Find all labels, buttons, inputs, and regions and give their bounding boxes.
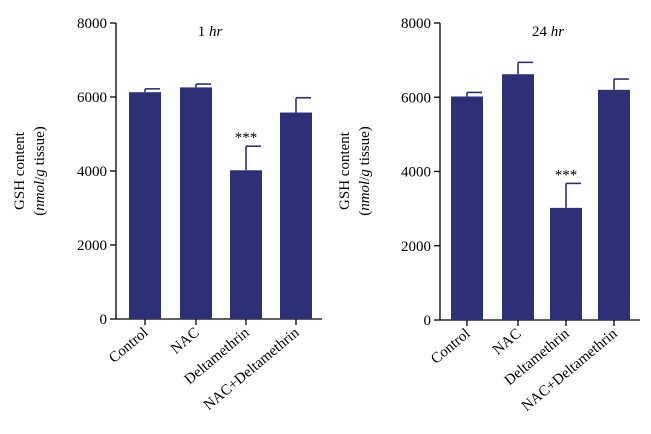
y-axis-unit-label: (nmol/g tissue) bbox=[357, 126, 373, 216]
bar-control bbox=[129, 92, 161, 319]
y-axis-label: GSH content bbox=[12, 131, 28, 210]
x-tick-label: NAC+Deltamethrin bbox=[201, 324, 303, 413]
x-tick-label: NAC bbox=[490, 326, 525, 359]
y-tick-label: 2000 bbox=[77, 238, 107, 254]
significance-label: *** bbox=[235, 130, 258, 146]
y-tick-label: 6000 bbox=[401, 90, 431, 106]
bar-deltamethrin bbox=[230, 170, 262, 319]
y-tick-label: 4000 bbox=[401, 165, 431, 181]
bar-nac bbox=[180, 87, 212, 319]
y-tick-label: 8000 bbox=[77, 16, 107, 32]
bar-nac bbox=[502, 74, 534, 320]
y-axis-unit-label: (nmol/g tissue) bbox=[32, 126, 48, 216]
y-tick-label: 6000 bbox=[77, 90, 107, 106]
chart-title: 1 hr bbox=[198, 24, 223, 40]
y-tick-label: 8000 bbox=[401, 16, 431, 32]
y-tick-label: 0 bbox=[100, 312, 108, 328]
y-tick-label: 0 bbox=[424, 313, 432, 329]
bar-nac-deltamethrin bbox=[280, 112, 312, 319]
bar-deltamethrin bbox=[550, 207, 582, 320]
y-axis-label: GSH content bbox=[337, 131, 353, 210]
bar-control bbox=[451, 96, 483, 320]
significance-label: *** bbox=[555, 167, 578, 183]
y-tick-label: 2000 bbox=[401, 239, 431, 255]
chart-title: 24 hr bbox=[532, 24, 564, 40]
x-tick-label: Control bbox=[106, 325, 151, 367]
y-tick-label: 4000 bbox=[77, 164, 107, 180]
bar-nac-deltamethrin bbox=[598, 89, 630, 320]
x-tick-label: Control bbox=[428, 326, 473, 368]
x-tick-label: NAC bbox=[168, 325, 203, 358]
